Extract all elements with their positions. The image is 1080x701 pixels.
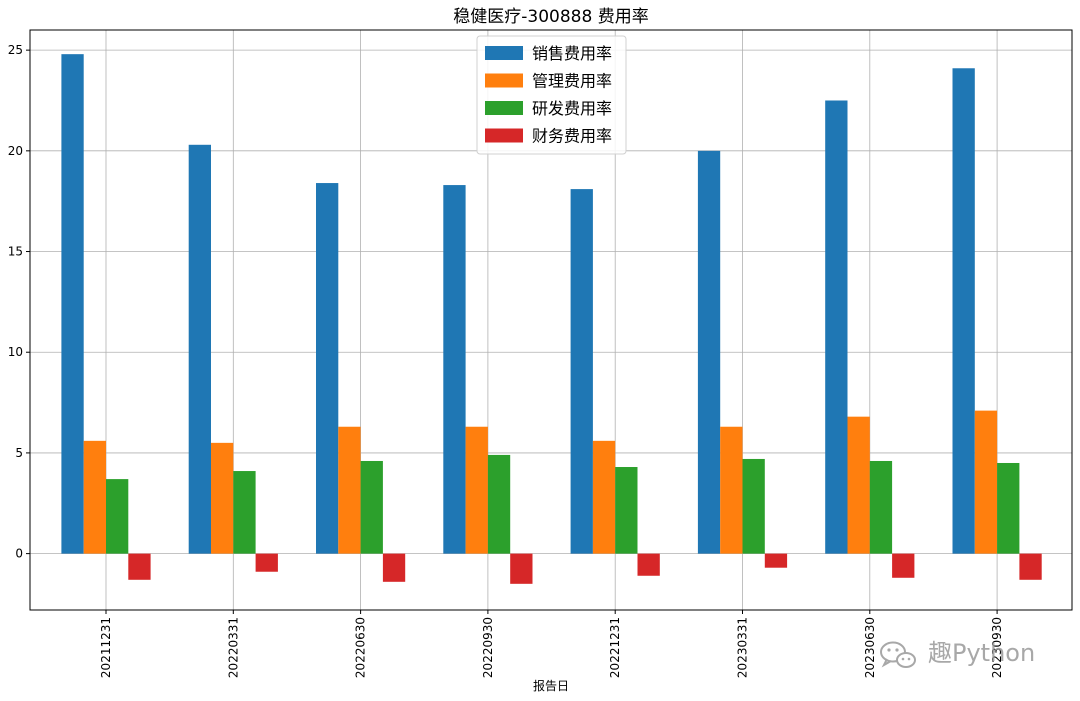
wechat-icon xyxy=(880,641,916,668)
legend-label: 销售费用率 xyxy=(532,44,612,63)
legend-label: 管理费用率 xyxy=(532,72,612,91)
bar xyxy=(869,460,893,554)
watermark: 趣Python xyxy=(880,639,1035,668)
y-tick-label: 5 xyxy=(15,446,23,460)
bar xyxy=(742,458,765,554)
legend-swatch xyxy=(485,73,523,88)
bar xyxy=(615,467,638,554)
legend-label: 研发费用率 xyxy=(532,99,612,118)
bar xyxy=(360,460,383,554)
bar xyxy=(382,553,406,582)
chart-title: 稳健医疗-300888 费用率 xyxy=(453,7,648,27)
x-axis-label: 报告日 xyxy=(533,678,569,693)
y-tick-label: 15 xyxy=(8,245,23,259)
legend-swatch xyxy=(485,46,523,60)
bar xyxy=(106,479,129,554)
x-tick-label: 20220331 xyxy=(226,617,240,678)
bar xyxy=(764,553,788,568)
bar xyxy=(316,183,339,554)
x-tick-label: 20211231 xyxy=(99,617,113,678)
bar xyxy=(1019,553,1042,580)
bar xyxy=(255,553,278,572)
legend-swatch xyxy=(485,128,523,143)
bar xyxy=(720,426,743,554)
bar xyxy=(997,462,1020,554)
bar xyxy=(128,553,151,580)
y-tick-label: 0 xyxy=(15,547,23,561)
bar xyxy=(570,189,593,554)
bar xyxy=(637,553,660,576)
y-tick-label: 20 xyxy=(8,144,23,158)
bars xyxy=(61,54,1042,584)
bar xyxy=(211,442,234,554)
bar xyxy=(338,426,361,554)
legend-swatch xyxy=(485,101,523,115)
bar xyxy=(974,410,998,554)
legend-label: 财务费用率 xyxy=(532,127,612,146)
legend-box xyxy=(476,35,627,155)
x-tick-label: 20220930 xyxy=(481,617,495,678)
x-tick-label: 20230630 xyxy=(863,617,877,678)
y-axis: 0 5 10 15 20 25 xyxy=(8,43,30,561)
bar xyxy=(465,426,488,554)
bar xyxy=(233,471,256,554)
bar xyxy=(592,440,616,554)
x-tick-label: 20230930 xyxy=(990,617,1004,678)
bar xyxy=(952,68,975,554)
x-axis: 20211231 20220331 20220630 20220930 20221231… xyxy=(99,610,1004,678)
bar xyxy=(83,440,106,554)
y-tick-label: 25 xyxy=(8,43,23,57)
x-tick-label: 20230331 xyxy=(736,617,750,678)
watermark-text: 趣Python xyxy=(928,639,1035,667)
bar xyxy=(487,454,511,554)
bar xyxy=(443,185,466,554)
bar xyxy=(188,144,211,554)
y-tick-label: 10 xyxy=(8,345,23,359)
bar xyxy=(697,150,721,554)
bar xyxy=(61,54,84,554)
bar xyxy=(825,100,848,554)
bar xyxy=(892,553,915,578)
plot-frame xyxy=(29,29,1073,611)
bar xyxy=(510,553,533,584)
x-tick-label: 20220630 xyxy=(354,617,368,678)
x-tick-label: 20221231 xyxy=(608,617,622,678)
bar xyxy=(847,416,870,554)
